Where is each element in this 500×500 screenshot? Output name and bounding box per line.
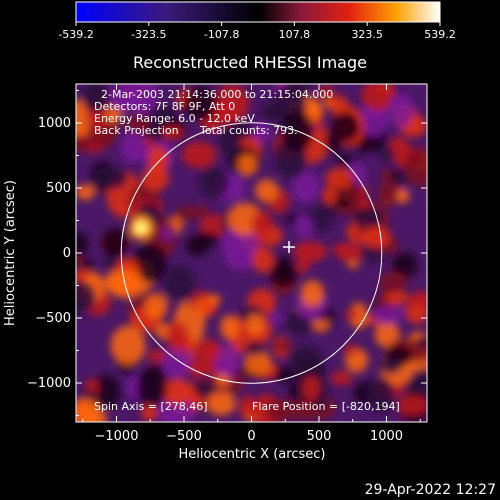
y-tick-label: 500 — [46, 181, 71, 196]
annotation-total-counts: Total counts: 793. — [199, 124, 298, 137]
annotation-spin-axis: Spin Axis = [278,46] — [94, 400, 208, 413]
heatmap-image — [76, 84, 427, 422]
annotations: 2-Mar-2003 21:14:36.000 to 21:15:04.000 … — [94, 88, 400, 413]
y-tick-label: −1000 — [27, 376, 71, 391]
y-tick-label: 0 — [63, 246, 71, 261]
annotation-method: Back Projection — [94, 124, 179, 137]
colorbar-tick-label: -323.5 — [131, 28, 166, 41]
colorbar-tick-label: -107.8 — [204, 28, 239, 41]
y-axis-label: Heliocentric Y (arcsec) — [3, 180, 18, 326]
colorbar-tick-label: -539.2 — [58, 28, 93, 41]
x-tick-label: −500 — [166, 429, 202, 444]
x-tick-label: 1000 — [370, 429, 403, 444]
solar-limb-circle — [120, 122, 383, 384]
spin-axis-marker — [283, 241, 296, 254]
x-axis-label: Heliocentric X (arcsec) — [179, 447, 326, 462]
colorbar-tick-label: 107.8 — [279, 28, 311, 41]
footer-timestamp: 29-Apr-2022 12:27 — [365, 482, 496, 498]
annotation-energy-range: Energy Range: 6.0 - 12.0 keV — [94, 112, 255, 125]
colorbar-tick-label: 323.5 — [351, 28, 383, 41]
x-axis-ticks: −1000 −500 0 500 1000 — [82, 84, 421, 444]
annotation-flare-position: Flare Position = [-820,194] — [252, 400, 400, 413]
colorbar — [75, 1, 441, 23]
y-axis-ticks: −1000 −500 0 500 1000 — [27, 90, 427, 416]
y-tick-label: −500 — [35, 311, 71, 326]
colorbar-ticks: -539.2 -323.5 -107.8 107.8 323.5 539.2 — [58, 22, 456, 41]
chart-title: Reconstructed RHESSI Image — [133, 53, 367, 72]
annotation-detectors: Detectors: 7F 8F 9F, Att 0 — [94, 100, 235, 113]
colorbar-tick-label: 539.2 — [424, 28, 456, 41]
x-tick-label: 0 — [247, 429, 255, 444]
x-tick-label: −1000 — [95, 429, 139, 444]
annotation-time-range: 2-Mar-2003 21:14:36.000 to 21:15:04.000 — [101, 88, 333, 101]
x-tick-label: 500 — [307, 429, 332, 444]
y-tick-label: 1000 — [38, 116, 71, 131]
